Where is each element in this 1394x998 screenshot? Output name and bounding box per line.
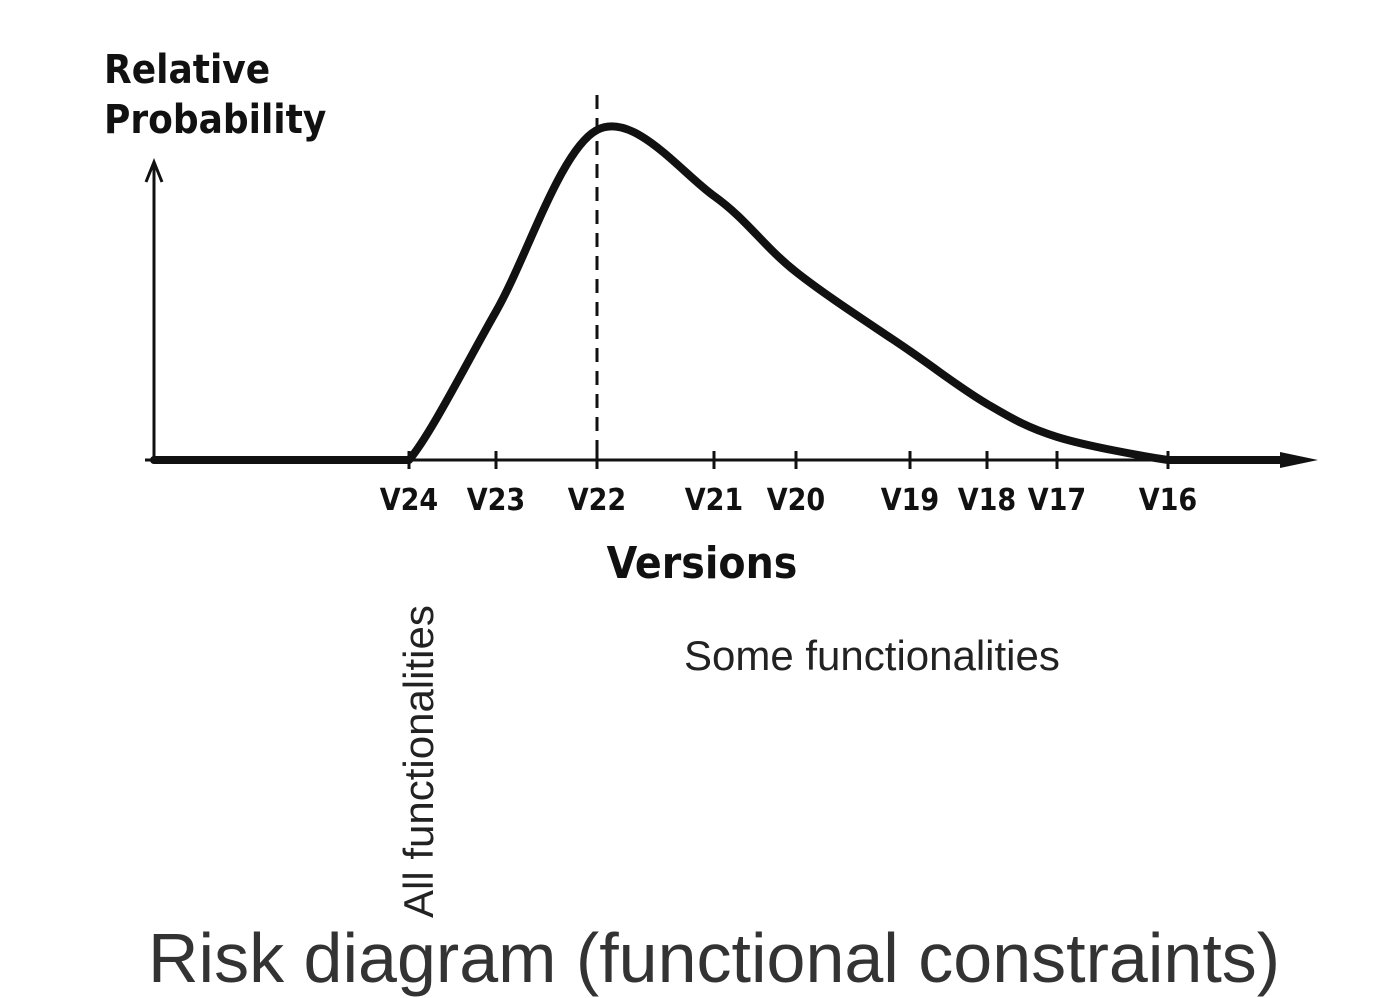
y-axis-label-line1: Relative xyxy=(104,47,270,93)
x-tick-label-v19: V19 xyxy=(881,483,939,518)
x-tick-label-v17: V17 xyxy=(1028,483,1086,518)
x-tick-label-v16: V16 xyxy=(1139,483,1197,518)
probability-curve xyxy=(154,126,1290,460)
x-tick-label-v23: V23 xyxy=(467,483,525,518)
x-axis-label: Versions xyxy=(607,538,798,589)
x-tick-label-v20: V20 xyxy=(767,483,825,518)
annotation-all-functionalities: All functionalities xyxy=(395,605,443,918)
x-tick-label-v21: V21 xyxy=(685,483,743,518)
y-axis-label-line2: Probability xyxy=(104,97,326,143)
x-tick-label-v22: V22 xyxy=(568,483,626,518)
bottom-title: Risk diagram (functional constraints) xyxy=(148,918,1280,998)
probability-chart: Relative Probability Versions V24 V23 V22 V… xyxy=(0,0,1394,950)
x-tick-label-v24: V24 xyxy=(380,483,438,518)
annotation-some-functionalities: Some functionalities xyxy=(684,632,1060,680)
x-tick-label-v18: V18 xyxy=(958,483,1016,518)
